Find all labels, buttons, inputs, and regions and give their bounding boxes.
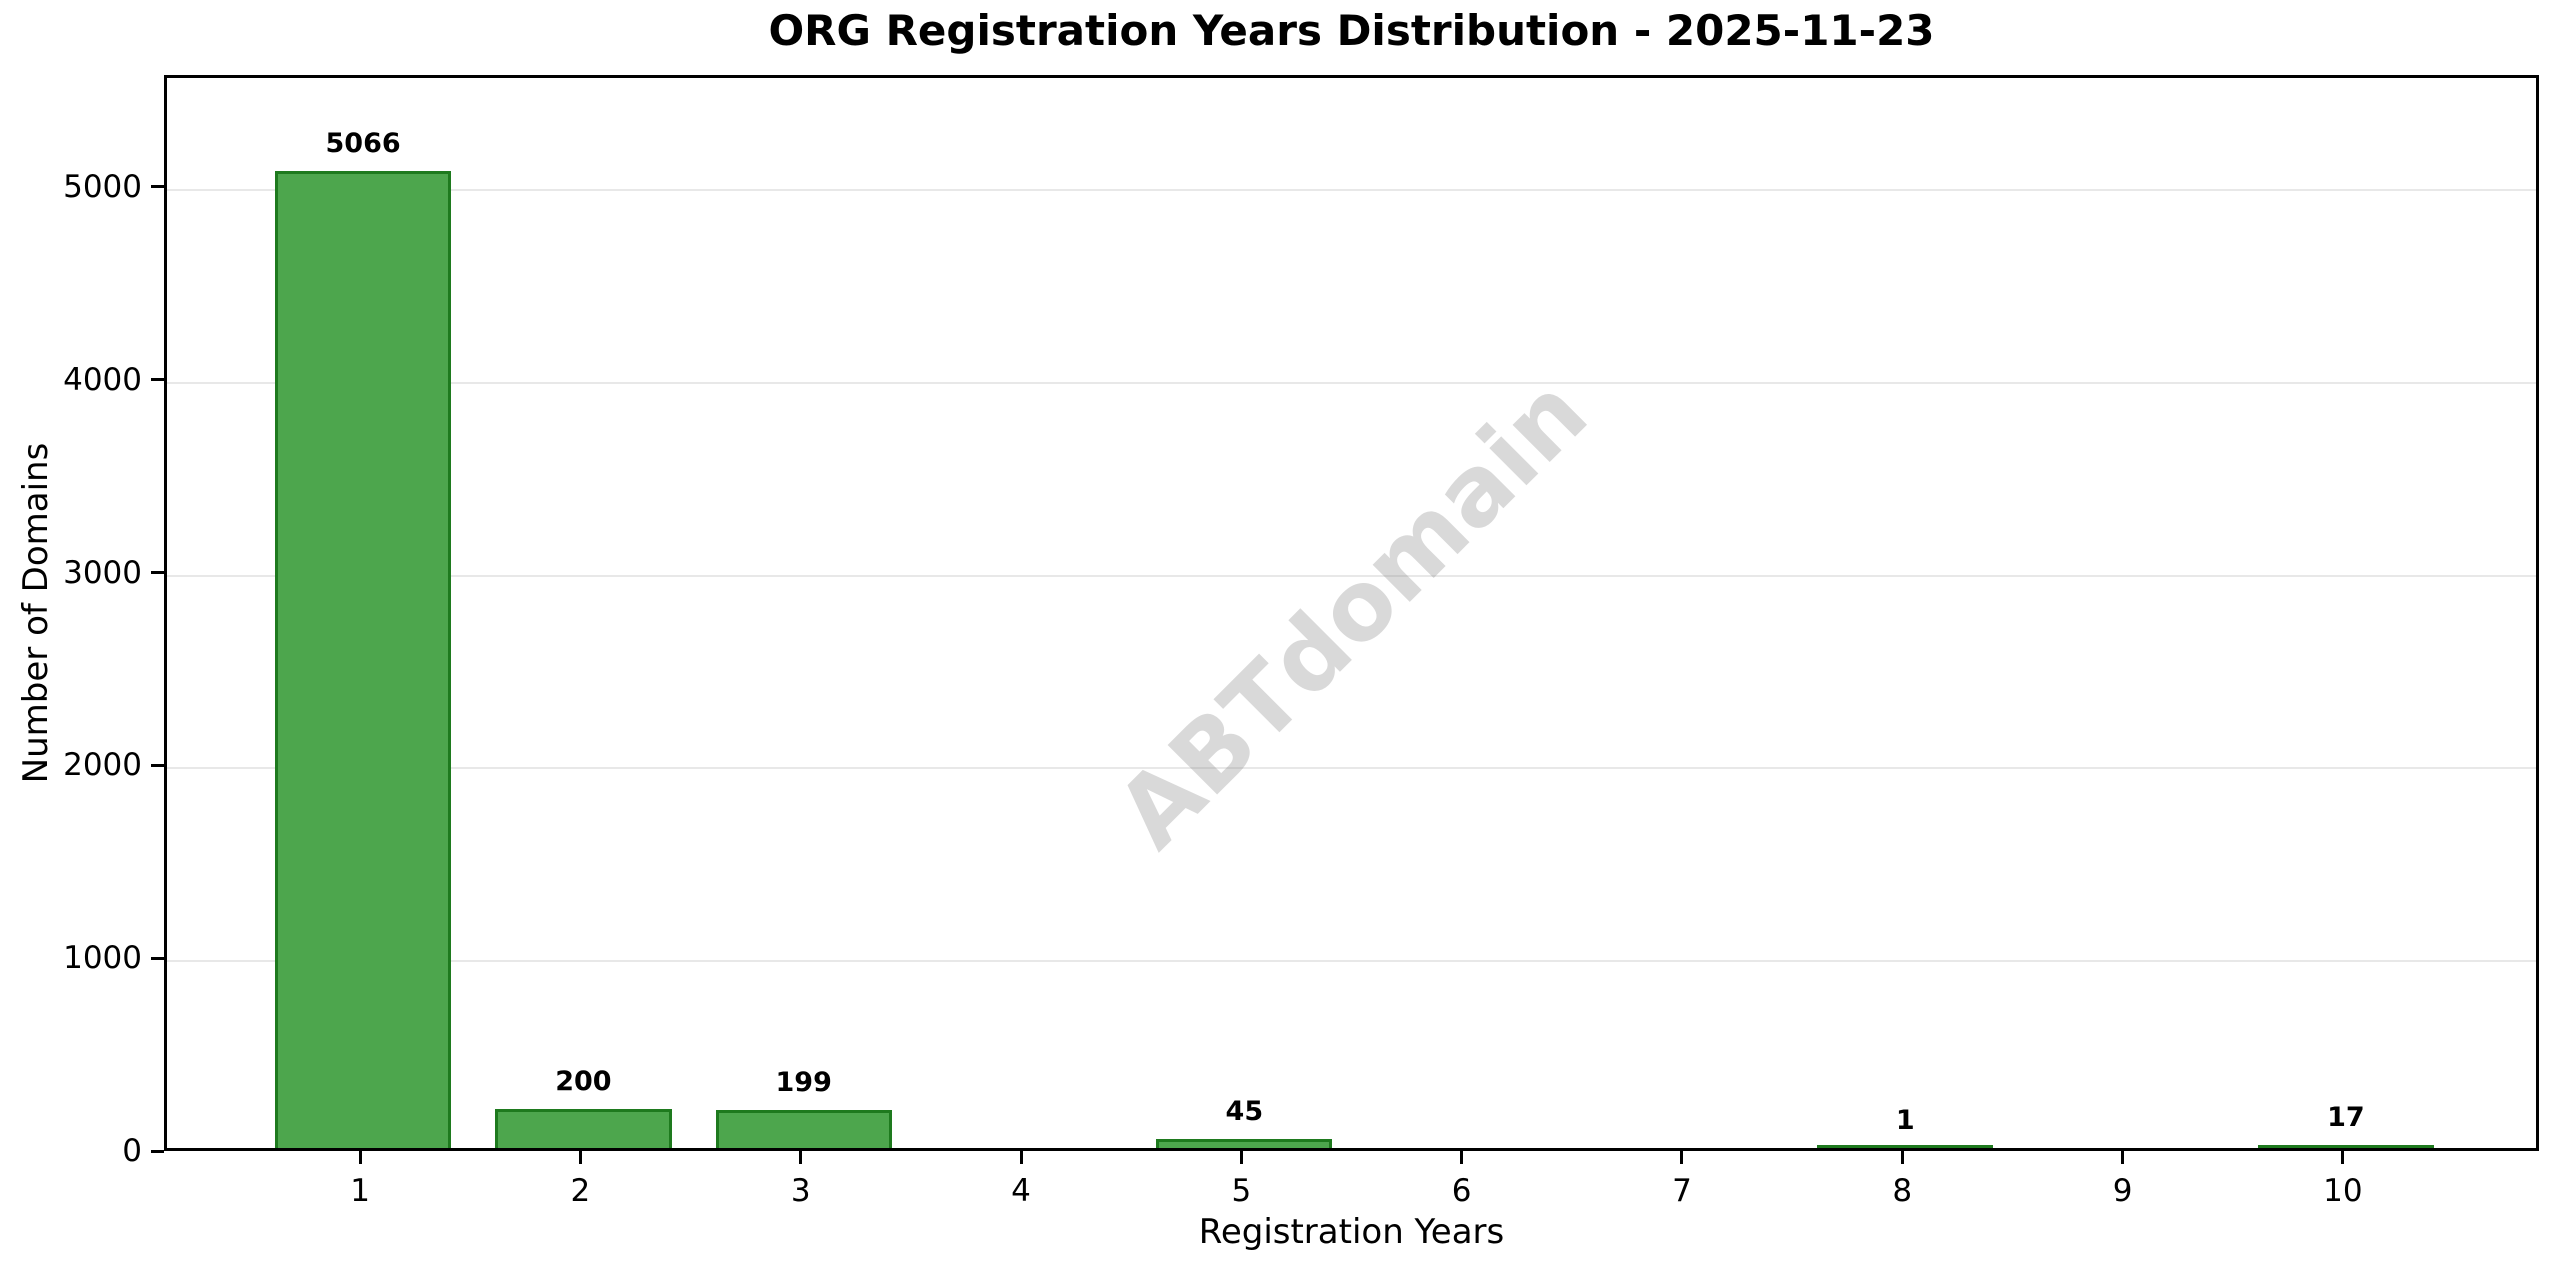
x-tick-label: 6 [1451, 1173, 1472, 1209]
x-tick [1460, 1151, 1464, 1164]
y-tick-label: 3000 [63, 554, 142, 591]
y-tick [151, 956, 164, 960]
bar [1817, 1145, 1994, 1148]
y-tick [151, 1149, 164, 1153]
x-tick [1900, 1151, 1904, 1164]
x-tick-label: 10 [2323, 1173, 2363, 1209]
x-tick-label: 7 [1672, 1173, 1692, 1209]
gridline [167, 574, 2536, 577]
bar-value-label: 45 [1225, 1096, 1264, 1128]
x-tick [1239, 1151, 1243, 1164]
bar [1156, 1139, 1333, 1148]
x-tick [1680, 1151, 1684, 1164]
x-tick [799, 1151, 803, 1164]
y-tick-label: 5000 [63, 168, 142, 205]
y-tick-label: 2000 [63, 747, 142, 784]
y-tick [151, 763, 164, 767]
y-tick [151, 571, 164, 574]
bar [274, 171, 452, 1148]
bar [495, 1109, 672, 1148]
plot-area: ABTdomain 5066 200 199 45 1 17 [164, 75, 2539, 1151]
gridline [167, 381, 2536, 384]
gridline [167, 188, 2536, 191]
x-tick-label: 4 [1011, 1173, 1031, 1209]
x-axis-label: Registration Years [1198, 1212, 1505, 1252]
y-tick-label: 4000 [63, 361, 142, 398]
bar [2257, 1144, 2435, 1148]
x-tick [2341, 1151, 2345, 1164]
bar-value-label: 199 [775, 1066, 832, 1098]
x-tick [2121, 1151, 2125, 1164]
y-tick [151, 378, 164, 382]
x-tick-label: 9 [2112, 1173, 2133, 1209]
x-tick-label: 2 [570, 1173, 591, 1209]
x-tick-label: 3 [790, 1173, 811, 1209]
y-axis-label: Number of Domains [16, 442, 56, 784]
bar-value-label: 200 [555, 1066, 612, 1098]
watermark-text: ABTdomain [1094, 356, 1609, 870]
x-tick-label: 1 [350, 1173, 370, 1209]
x-tick [578, 1151, 582, 1164]
y-tick-label: 0 [122, 1133, 142, 1169]
chart-title: ORG Registration Years Distribution - 20… [768, 6, 1935, 55]
x-tick-label: 8 [1892, 1173, 1913, 1209]
bar-value-label: 5066 [325, 128, 401, 160]
bar-value-label: 17 [2327, 1101, 2365, 1133]
bar-value-label: 1 [1895, 1104, 1915, 1136]
gridline [167, 767, 2536, 770]
bar [715, 1109, 892, 1148]
x-tick [358, 1151, 362, 1164]
y-tick-label: 1000 [63, 940, 142, 977]
gridline [167, 960, 2536, 963]
x-tick [1019, 1151, 1023, 1164]
y-tick [151, 185, 164, 189]
x-tick-label: 5 [1231, 1173, 1252, 1209]
